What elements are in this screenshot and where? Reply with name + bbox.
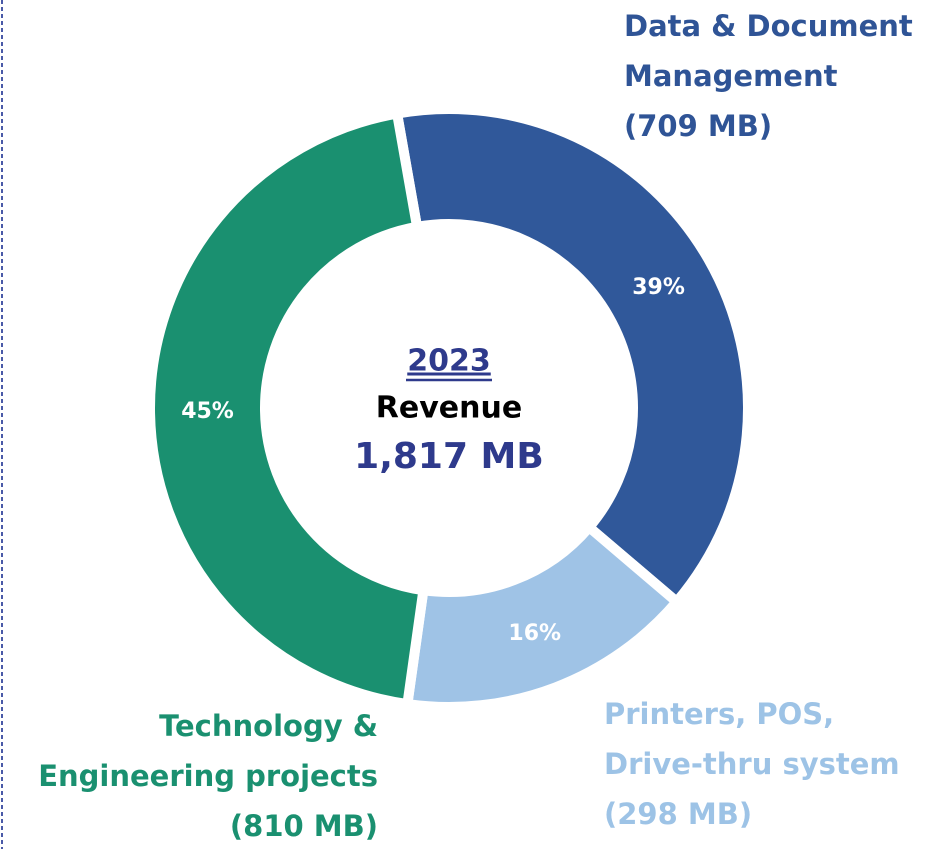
- donut-slice: [145, 107, 430, 710]
- slice-percent: 16%: [508, 621, 561, 646]
- slice-label: Printers, POS,: [604, 697, 834, 731]
- slice-amount: (298 MB): [604, 797, 752, 831]
- slice-amount: (810 MB): [230, 809, 378, 843]
- slice-amount: (709 MB): [624, 109, 772, 143]
- slice-label: Data & Document: [624, 9, 913, 43]
- center-label: Revenue: [376, 391, 522, 426]
- donut-slice: [391, 104, 753, 609]
- slice-percent: 39%: [632, 275, 685, 300]
- slice-percent: 45%: [181, 399, 234, 424]
- slice-label: Technology &: [159, 709, 378, 743]
- center-year: 2023: [407, 344, 491, 379]
- slice-label: Management: [624, 59, 838, 93]
- slice-label: Engineering projects: [38, 759, 378, 793]
- slice-label: Drive-thru system: [604, 747, 900, 781]
- center-total: 1,817 MB: [354, 436, 544, 477]
